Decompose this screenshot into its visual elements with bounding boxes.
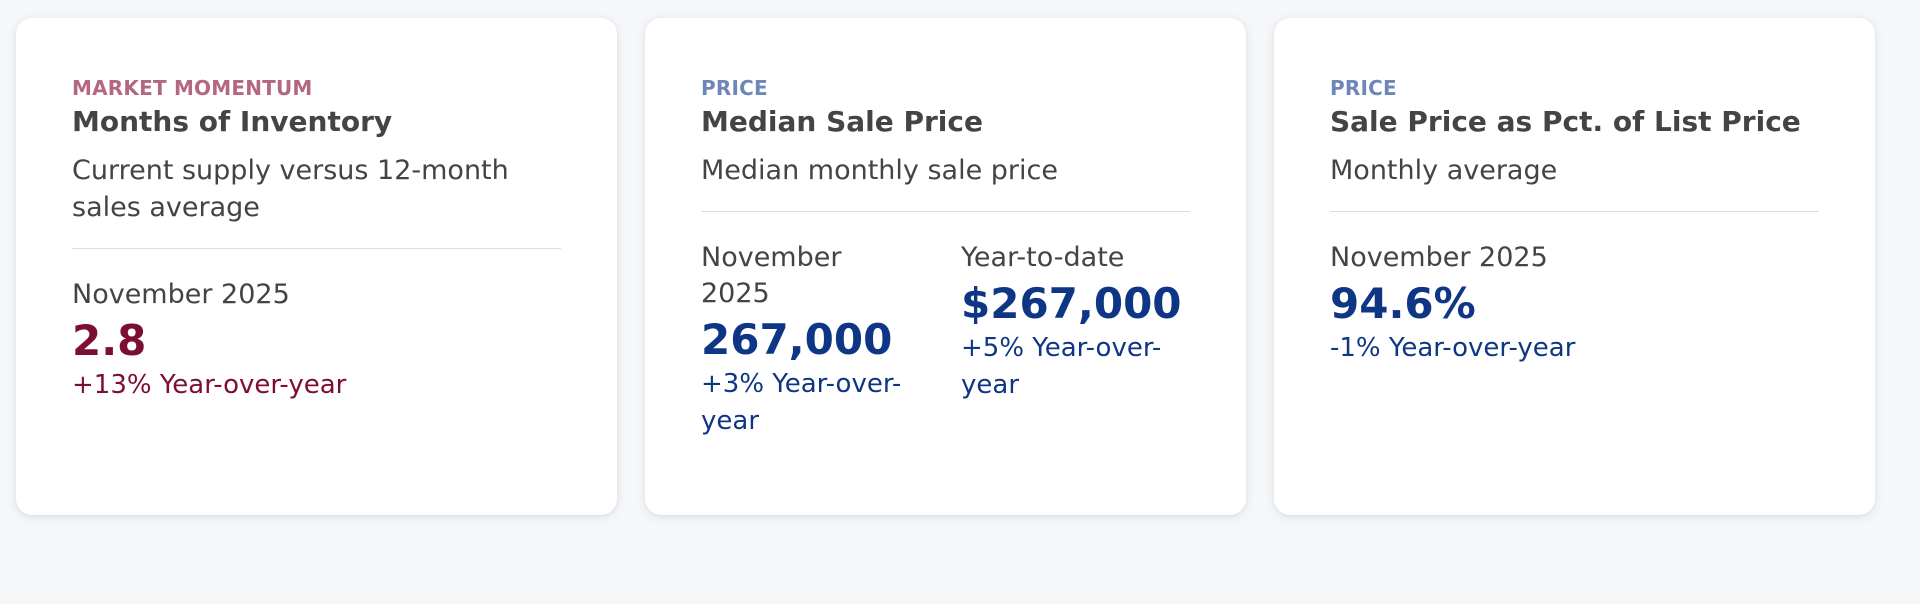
stat-value: 94.6%: [1330, 279, 1476, 328]
stat-value: 267,000: [701, 315, 893, 364]
card-months-of-inventory: Market Momentum Months of Inventory Curr…: [16, 18, 617, 515]
stat-change: +13% Year-over-year: [72, 370, 347, 400]
card-category: Price: [701, 76, 768, 100]
card-divider: [701, 211, 1190, 212]
card-category: Price: [1330, 76, 1397, 100]
card-title: Months of Inventory: [72, 105, 393, 138]
card-category: Market Momentum: [72, 76, 313, 100]
stat-change: +3% Year-over-year: [701, 369, 902, 436]
card-title: Sale Price as Pct. of List Price: [1330, 105, 1801, 138]
stat-change: +5% Year-over-year: [961, 333, 1162, 400]
stat-november: November 2025 2.8 +13% Year-over-year: [72, 277, 472, 404]
card-stats: November 2025 2.8 +13% Year-over-year: [72, 277, 561, 404]
stat-label: November 2025: [72, 279, 290, 310]
stat-november: November 2025 94.6% -1% Year-over-year: [1330, 240, 1730, 367]
stat-year-to-date: Year-to-date $267,000 +5% Year-over-year: [961, 240, 1182, 440]
stat-value: 2.8: [72, 316, 147, 365]
stat-change: -1% Year-over-year: [1330, 333, 1576, 363]
card-stats: November 2025 94.6% -1% Year-over-year: [1330, 240, 1819, 367]
card-description: Median monthly sale price: [701, 155, 1058, 186]
card-stats: November 2025 267,000 +3% Year-over-year…: [701, 240, 1190, 440]
card-median-sale-price: Price Median Sale Price Median monthly s…: [645, 18, 1246, 515]
card-divider: [72, 248, 561, 249]
card-description: Monthly average: [1330, 155, 1558, 186]
stat-cards: Market Momentum Months of Inventory Curr…: [16, 18, 1875, 515]
stat-value: $267,000: [961, 279, 1182, 328]
card-divider: [1330, 211, 1819, 212]
stat-label: November 2025: [1330, 242, 1548, 273]
stat-label: November 2025: [701, 242, 842, 309]
card-sale-to-list-price: Price Sale Price as Pct. of List Price M…: [1274, 18, 1875, 515]
stat-november: November 2025 267,000 +3% Year-over-year: [701, 240, 911, 440]
stat-label: Year-to-date: [961, 242, 1125, 273]
card-description: Current supply versus 12-month sales ave…: [72, 155, 509, 223]
card-title: Median Sale Price: [701, 105, 983, 138]
